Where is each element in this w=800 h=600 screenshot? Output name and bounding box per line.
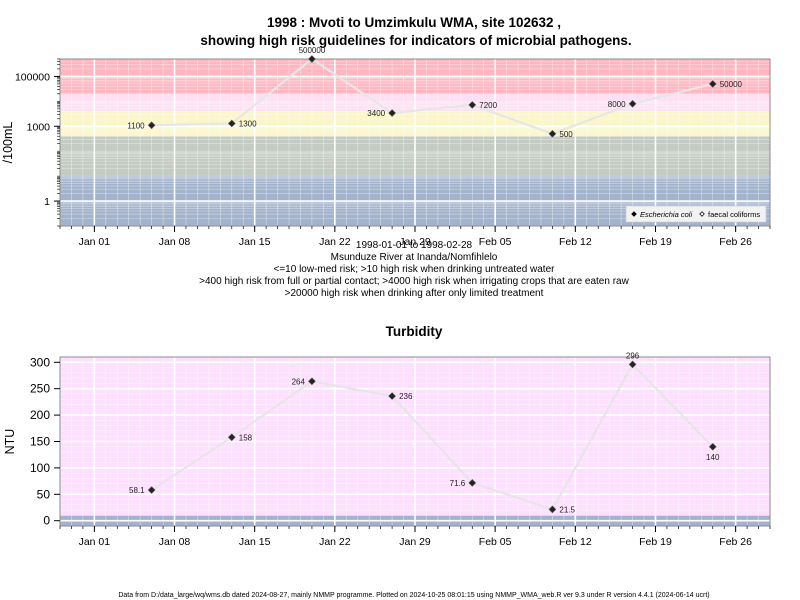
x-tick-label: Feb 12 bbox=[559, 236, 592, 248]
turbidity-title: Turbidity bbox=[386, 324, 443, 339]
data-label: 140 bbox=[706, 453, 720, 462]
x-tick-label: Jan 29 bbox=[399, 536, 431, 548]
data-point bbox=[227, 433, 236, 442]
data-label: 264 bbox=[292, 377, 306, 386]
x-tick-label: Feb 19 bbox=[639, 536, 672, 548]
y-tick-label: 100 bbox=[30, 461, 50, 475]
data-point bbox=[548, 505, 557, 514]
data-label: 58.1 bbox=[129, 486, 145, 495]
data-label: 158 bbox=[239, 433, 253, 442]
data-label: 71.6 bbox=[450, 479, 466, 488]
data-point bbox=[548, 129, 557, 138]
x-tick-label: Jan 29 bbox=[399, 236, 431, 248]
series-line bbox=[151, 57, 714, 135]
y-axis-label: /100mL bbox=[1, 122, 15, 164]
data-label: 500000 bbox=[299, 46, 326, 55]
microbial-panel: Jan 01 Jan 08 Jan 15 Jan 22 Jan 29 Feb 05 Feb … bbox=[1, 46, 771, 248]
data-point bbox=[468, 479, 477, 487]
y-tick-label: 250 bbox=[30, 382, 50, 396]
data-label: 236 bbox=[399, 392, 413, 401]
turbidity-panel: Jan 01 Jan 08 Jan 15 Jan 22 Jan 29 Feb 05 Feb … bbox=[3, 351, 771, 548]
data-point bbox=[147, 121, 156, 130]
data-point bbox=[388, 109, 396, 117]
footer-note: Data from D:/data_large/wq/wms.db dated … bbox=[118, 592, 709, 599]
x-tick-label: Jan 08 bbox=[159, 536, 191, 548]
legend-marker bbox=[631, 211, 637, 217]
data-point bbox=[708, 442, 717, 451]
x-tick-label: Jan 15 bbox=[239, 236, 271, 248]
caption-line-risk-contact: >400 high risk from full or partial cont… bbox=[199, 276, 629, 287]
data-label: 1300 bbox=[239, 119, 257, 128]
data-point bbox=[227, 119, 236, 128]
data-point bbox=[308, 377, 316, 386]
x-tick-label: Feb 26 bbox=[719, 536, 752, 548]
x-tick-label: Feb 19 bbox=[639, 236, 672, 248]
y-tick-label: 150 bbox=[30, 435, 50, 449]
y-tick-label: 1 bbox=[44, 196, 50, 208]
caption-line-site: Msunduze River at Inanda/Nomfihlelo bbox=[331, 252, 498, 263]
data-label: 21.5 bbox=[559, 505, 575, 514]
y-tick-label: 50 bbox=[37, 487, 51, 501]
data-point bbox=[628, 99, 637, 108]
data-point bbox=[388, 392, 396, 400]
y-tick-label: 1000 bbox=[27, 121, 51, 133]
data-label: 8000 bbox=[608, 100, 626, 109]
data-point bbox=[147, 486, 156, 494]
legend-box bbox=[625, 205, 767, 223]
data-point bbox=[628, 360, 637, 369]
y-tick-label: 0 bbox=[43, 514, 50, 528]
legend-label: Escherichia coli bbox=[640, 210, 692, 219]
legend-label: faecal coliforms bbox=[708, 210, 760, 219]
data-label: 1100 bbox=[127, 121, 145, 130]
data-point bbox=[708, 80, 717, 88]
data-label: 50000 bbox=[720, 80, 743, 89]
caption-line-risk-drinking: <=10 low-med risk; >10 high risk when dr… bbox=[274, 264, 556, 275]
x-tick-label: Jan 15 bbox=[239, 536, 271, 548]
data-label: 7200 bbox=[479, 101, 497, 110]
chart-title-line1: 1998 : Mvoti to Umzimkulu WMA, site 1026… bbox=[267, 15, 561, 30]
x-tick-label: Jan 01 bbox=[79, 236, 111, 248]
x-tick-label: Jan 22 bbox=[319, 236, 351, 248]
x-tick-label: Jan 01 bbox=[79, 536, 111, 548]
caption-line-risk-treatment: >20000 high risk when drinking after onl… bbox=[285, 288, 544, 299]
x-tick-label: Feb 26 bbox=[719, 236, 752, 248]
x-tick-label: Feb 05 bbox=[479, 536, 512, 548]
data-label: 296 bbox=[626, 351, 640, 360]
caption-line-date-range: 1998-01-01 to 1998-02-28 bbox=[356, 240, 473, 251]
series-line bbox=[151, 362, 714, 511]
data-label: 500 bbox=[559, 130, 573, 139]
y-axis-label: NTU bbox=[3, 429, 17, 455]
y-tick-label: 100000 bbox=[15, 71, 50, 83]
x-tick-label: Feb 05 bbox=[479, 236, 512, 248]
caption-block: 1998-01-01 to 1998-02-28 Msunduze River … bbox=[199, 240, 629, 299]
data-label: 3400 bbox=[367, 109, 385, 118]
data-point bbox=[468, 101, 477, 109]
legend-marker bbox=[699, 211, 705, 217]
x-tick-label: Feb 12 bbox=[559, 536, 592, 548]
x-tick-label: Jan 22 bbox=[319, 536, 351, 548]
chart-title-line2: showing high risk guidelines for indicat… bbox=[200, 33, 631, 48]
y-tick-label: 300 bbox=[30, 355, 50, 369]
data-point bbox=[308, 55, 316, 63]
y-tick-label: 200 bbox=[30, 408, 50, 422]
x-tick-label: Jan 08 bbox=[159, 236, 191, 248]
